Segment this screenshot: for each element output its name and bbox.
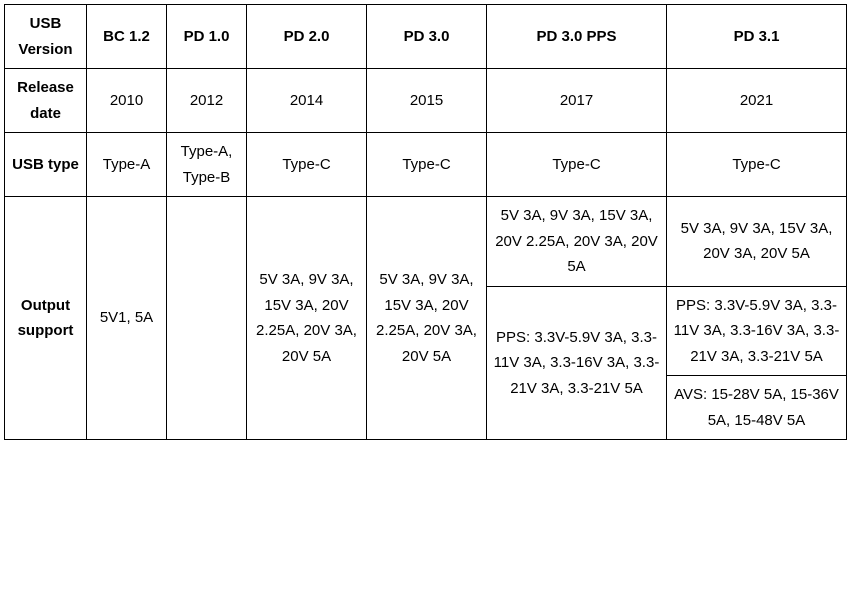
- col-header-pd10: PD 1.0: [167, 5, 247, 69]
- cell-usbtype-pd31: Type-C: [667, 133, 847, 197]
- cell-output-pd10: [167, 197, 247, 440]
- col-header-usb-version: USB Version: [5, 5, 87, 69]
- row-output-1: Output support 5V1, 5A 5V 3A, 9V 3A, 15V…: [5, 197, 847, 287]
- cell-release-pd20: 2014: [247, 69, 367, 133]
- cell-output-pps-fixed: 5V 3A, 9V 3A, 15V 3A, 20V 2.25A, 20V 3A,…: [487, 197, 667, 287]
- col-header-pd20: PD 2.0: [247, 5, 367, 69]
- cell-output-bc12: 5V1, 5A: [87, 197, 167, 440]
- usb-pd-table: USB Version BC 1.2 PD 1.0 PD 2.0 PD 3.0 …: [4, 4, 847, 440]
- row-label-release: Release date: [5, 69, 87, 133]
- col-header-pd31: PD 3.1: [667, 5, 847, 69]
- cell-usbtype-pd20: Type-C: [247, 133, 367, 197]
- cell-release-pd31: 2021: [667, 69, 847, 133]
- col-header-bc12: BC 1.2: [87, 5, 167, 69]
- cell-release-pps: 2017: [487, 69, 667, 133]
- cell-usbtype-pd30: Type-C: [367, 133, 487, 197]
- cell-usbtype-pps: Type-C: [487, 133, 667, 197]
- cell-usbtype-bc12: Type-A: [87, 133, 167, 197]
- col-header-pd30: PD 3.0: [367, 5, 487, 69]
- cell-release-bc12: 2010: [87, 69, 167, 133]
- cell-release-pd10: 2012: [167, 69, 247, 133]
- row-label-usbtype: USB type: [5, 133, 87, 197]
- row-release-date: Release date 2010 2012 2014 2015 2017 20…: [5, 69, 847, 133]
- cell-output-pd20: 5V 3A, 9V 3A, 15V 3A, 20V 2.25A, 20V 3A,…: [247, 197, 367, 440]
- cell-release-pd30: 2015: [367, 69, 487, 133]
- cell-output-pd31-fixed: 5V 3A, 9V 3A, 15V 3A, 20V 3A, 20V 5A: [667, 197, 847, 287]
- row-usb-type: USB type Type-A Type-A, Type-B Type-C Ty…: [5, 133, 847, 197]
- cell-output-pd31-avs: AVS: 15-28V 5A, 15-36V 5A, 15-48V 5A: [667, 376, 847, 440]
- cell-output-pps-pps: PPS: 3.3V-5.9V 3A, 3.3-11V 3A, 3.3-16V 3…: [487, 286, 667, 440]
- col-header-pps: PD 3.0 PPS: [487, 5, 667, 69]
- table-header-row: USB Version BC 1.2 PD 1.0 PD 2.0 PD 3.0 …: [5, 5, 847, 69]
- cell-output-pd30: 5V 3A, 9V 3A, 15V 3A, 20V 2.25A, 20V 3A,…: [367, 197, 487, 440]
- cell-output-pd31-pps: PPS: 3.3V-5.9V 3A, 3.3-11V 3A, 3.3-16V 3…: [667, 286, 847, 376]
- cell-usbtype-pd10: Type-A, Type-B: [167, 133, 247, 197]
- row-label-output: Output support: [5, 197, 87, 440]
